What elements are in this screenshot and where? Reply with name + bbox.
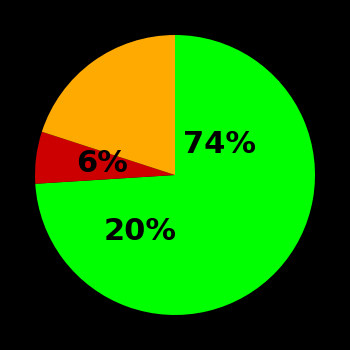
Text: 6%: 6% — [76, 149, 128, 178]
Wedge shape — [35, 35, 315, 315]
Text: 20%: 20% — [104, 217, 176, 245]
Wedge shape — [35, 132, 175, 184]
Wedge shape — [42, 35, 175, 175]
Text: 74%: 74% — [183, 130, 256, 159]
